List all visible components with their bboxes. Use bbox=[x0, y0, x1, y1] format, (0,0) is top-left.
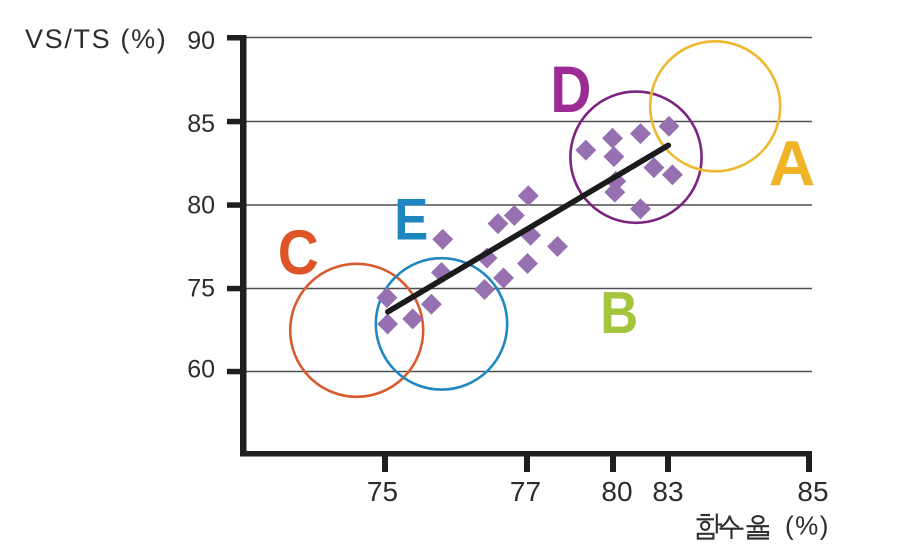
svg-text:77: 77 bbox=[510, 476, 541, 507]
svg-text:C: C bbox=[278, 218, 319, 288]
svg-text:80: 80 bbox=[187, 192, 215, 220]
svg-text:VS/TS (%): VS/TS (%) bbox=[25, 24, 167, 54]
svg-text:D: D bbox=[550, 52, 591, 126]
svg-text:60: 60 bbox=[187, 356, 215, 384]
svg-text:A: A bbox=[769, 128, 816, 200]
svg-text:B: B bbox=[600, 280, 638, 346]
svg-text:75: 75 bbox=[187, 275, 215, 303]
svg-text:(%): (%) bbox=[785, 511, 830, 541]
svg-text:85: 85 bbox=[187, 110, 215, 138]
svg-text:75: 75 bbox=[367, 476, 398, 507]
svg-text:83: 83 bbox=[652, 476, 683, 507]
svg-text:90: 90 bbox=[187, 27, 215, 55]
svg-text:85: 85 bbox=[797, 476, 828, 507]
svg-text:80: 80 bbox=[601, 476, 632, 507]
svg-text:E: E bbox=[394, 188, 428, 253]
